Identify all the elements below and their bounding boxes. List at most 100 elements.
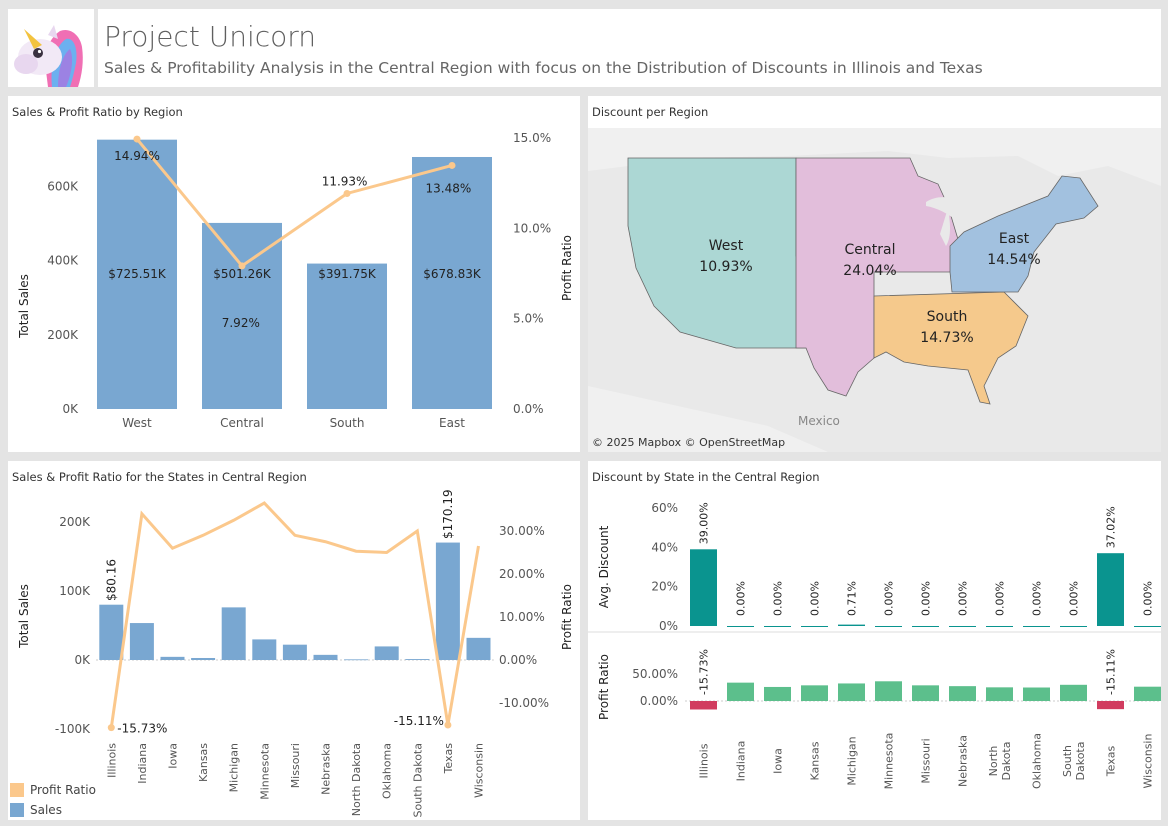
states-chart-panel[interactable]: Sales & Profit Ratio for the States in C… bbox=[8, 461, 580, 820]
sales-bar[interactable] bbox=[412, 156, 492, 409]
x-tick-label: Wisconsin bbox=[1142, 734, 1155, 789]
profit-ratio-bar[interactable] bbox=[1060, 684, 1087, 701]
sales-bar[interactable] bbox=[221, 607, 246, 660]
y-tick-label: 60% bbox=[651, 501, 678, 515]
sales-bar[interactable] bbox=[466, 637, 491, 660]
discount-bar[interactable] bbox=[1060, 626, 1087, 627]
x-tick-label: South bbox=[330, 416, 365, 430]
profit-ratio-bar[interactable] bbox=[801, 685, 828, 701]
y-tick-label: 0K bbox=[74, 653, 91, 667]
map-country-label: Mexico bbox=[798, 414, 840, 428]
x-tick-label: Central bbox=[220, 416, 264, 430]
map-title: Discount per Region bbox=[592, 105, 709, 119]
sales-bar[interactable] bbox=[202, 222, 282, 409]
x-tick-label: South Dakota bbox=[411, 743, 424, 817]
y2-tick-label: -10.00% bbox=[499, 696, 549, 710]
x-tick-label: Oklahoma bbox=[1031, 733, 1044, 789]
sales-data-label: $170.19 bbox=[441, 489, 455, 539]
profit-ratio-bar[interactable] bbox=[1097, 701, 1124, 710]
chart-legend: Profit Ratio Sales bbox=[10, 780, 96, 820]
profit-ratio-bar[interactable] bbox=[1023, 687, 1050, 702]
x-tick-label: Texas bbox=[442, 743, 455, 775]
page-subtitle: Sales & Profitability Analysis in the Ce… bbox=[104, 59, 983, 77]
profit-ratio-bar[interactable] bbox=[912, 685, 939, 701]
discount-bar[interactable] bbox=[1134, 626, 1161, 627]
sales-bar[interactable] bbox=[129, 623, 154, 660]
sales-bar[interactable] bbox=[405, 659, 430, 660]
discount-bar[interactable] bbox=[764, 626, 791, 627]
y2-tick-label: 15.0% bbox=[513, 131, 551, 145]
profit-ratio-line bbox=[135, 138, 453, 268]
profit-ratio-bar[interactable] bbox=[764, 686, 791, 701]
sales-bar[interactable] bbox=[313, 654, 338, 660]
sales-bar[interactable] bbox=[435, 542, 460, 660]
sales-bar[interactable] bbox=[374, 646, 399, 660]
x-tick-label: Missouri bbox=[289, 743, 302, 788]
x-tick-label: Illinois bbox=[105, 743, 118, 778]
discount-bar[interactable] bbox=[875, 626, 902, 627]
sales-bar[interactable] bbox=[160, 656, 185, 660]
y2-tick-label: 30.00% bbox=[499, 524, 545, 538]
profit-ratio-bar[interactable] bbox=[875, 681, 902, 701]
sales-bar[interactable] bbox=[252, 639, 277, 660]
x-tick-label: North Dakota bbox=[350, 743, 363, 816]
y2-tick-label: 5.0% bbox=[513, 312, 544, 326]
region-map[interactable] bbox=[588, 96, 1161, 452]
discount-bar[interactable] bbox=[912, 626, 939, 627]
x-tick-label: Minnesota bbox=[258, 743, 271, 800]
profit-ratio-bar[interactable] bbox=[949, 686, 976, 701]
discount-data-label: 0.00% bbox=[920, 581, 933, 616]
profit-ratio-point bbox=[107, 724, 115, 732]
profit-ratio-bar[interactable] bbox=[1134, 686, 1161, 701]
discount-bar[interactable] bbox=[1097, 553, 1124, 626]
discount-state-title: Discount by State in the Central Region bbox=[592, 470, 820, 484]
discount-bar[interactable] bbox=[727, 626, 754, 627]
y-tick-label: 40% bbox=[651, 540, 678, 554]
map-region-label-south: South 14.73% bbox=[907, 307, 987, 349]
x-tick-label: Missouri bbox=[920, 738, 933, 783]
sales-data-label: $391.75K bbox=[318, 267, 377, 281]
discount-bar[interactable] bbox=[986, 626, 1013, 627]
sales-bar[interactable] bbox=[282, 644, 307, 660]
map-region-name: Central bbox=[844, 242, 896, 258]
discount-bar[interactable] bbox=[838, 624, 865, 626]
discount-bar[interactable] bbox=[690, 549, 717, 626]
sales-data-label: $725.51K bbox=[108, 267, 167, 281]
sales-bar[interactable] bbox=[307, 263, 387, 409]
sales-bar[interactable] bbox=[344, 659, 369, 661]
region-chart-panel[interactable]: Sales & Profit Ratio by Region 0K 200K 400… bbox=[8, 96, 580, 452]
profit-ratio-bar[interactable] bbox=[727, 682, 754, 701]
x-tick-label: Minnesota bbox=[883, 733, 896, 790]
discount-bar[interactable] bbox=[1023, 626, 1050, 627]
x-tick-label: Dakota bbox=[1000, 742, 1013, 781]
y-tick-label: 0% bbox=[659, 619, 678, 633]
map-region-south[interactable] bbox=[873, 291, 1029, 405]
y2-tick-label: 10.0% bbox=[513, 221, 551, 235]
discount-state-chart[interactable]: 0% 20% 40% 60% Avg. Discount 0.00% 50.00% Profi… bbox=[588, 461, 1161, 820]
map-panel[interactable]: Discount per Region West 10.93% Central 24.… bbox=[588, 96, 1161, 452]
profit-ratio-label: -15.73% bbox=[698, 649, 711, 695]
y2-axis-label: Profit Ratio bbox=[560, 235, 574, 301]
legend-item-profit-ratio[interactable]: Profit Ratio bbox=[10, 780, 96, 800]
profit-ratio-label: -15.11% bbox=[1105, 649, 1118, 695]
map-region-east[interactable] bbox=[949, 175, 1099, 293]
discount-bar[interactable] bbox=[949, 626, 976, 627]
x-tick-label: Iowa bbox=[772, 748, 785, 774]
states-chart[interactable]: -100K 0K 100K 200K -10.00% 0.00% 10.00% 20.00% 3… bbox=[8, 461, 580, 820]
map-attribution[interactable]: © 2025 Mapbox © OpenStreetMap bbox=[592, 436, 786, 449]
region-chart[interactable]: 0K 200K 400K 600K 0.0% 5.0% 10.0% 15.0% Total Sa… bbox=[8, 96, 580, 452]
discount-data-label: 0.00% bbox=[883, 581, 896, 616]
profit-ratio-point bbox=[238, 262, 246, 270]
legend-item-sales[interactable]: Sales bbox=[10, 800, 96, 820]
profit-ratio-bar[interactable] bbox=[838, 683, 865, 701]
profit-ratio-label: 11.93% bbox=[322, 174, 368, 188]
sales-bar[interactable] bbox=[99, 604, 124, 660]
sales-bar[interactable] bbox=[191, 657, 216, 660]
discount-bar[interactable] bbox=[801, 626, 828, 627]
profit-ratio-bar[interactable] bbox=[690, 701, 717, 710]
x-tick-label: Michigan bbox=[846, 736, 859, 785]
sales-bar[interactable] bbox=[97, 139, 177, 409]
discount-state-panel[interactable]: Discount by State in the Central Region … bbox=[588, 461, 1161, 820]
x-tick-label: West bbox=[122, 416, 152, 430]
profit-ratio-bar[interactable] bbox=[986, 687, 1013, 701]
